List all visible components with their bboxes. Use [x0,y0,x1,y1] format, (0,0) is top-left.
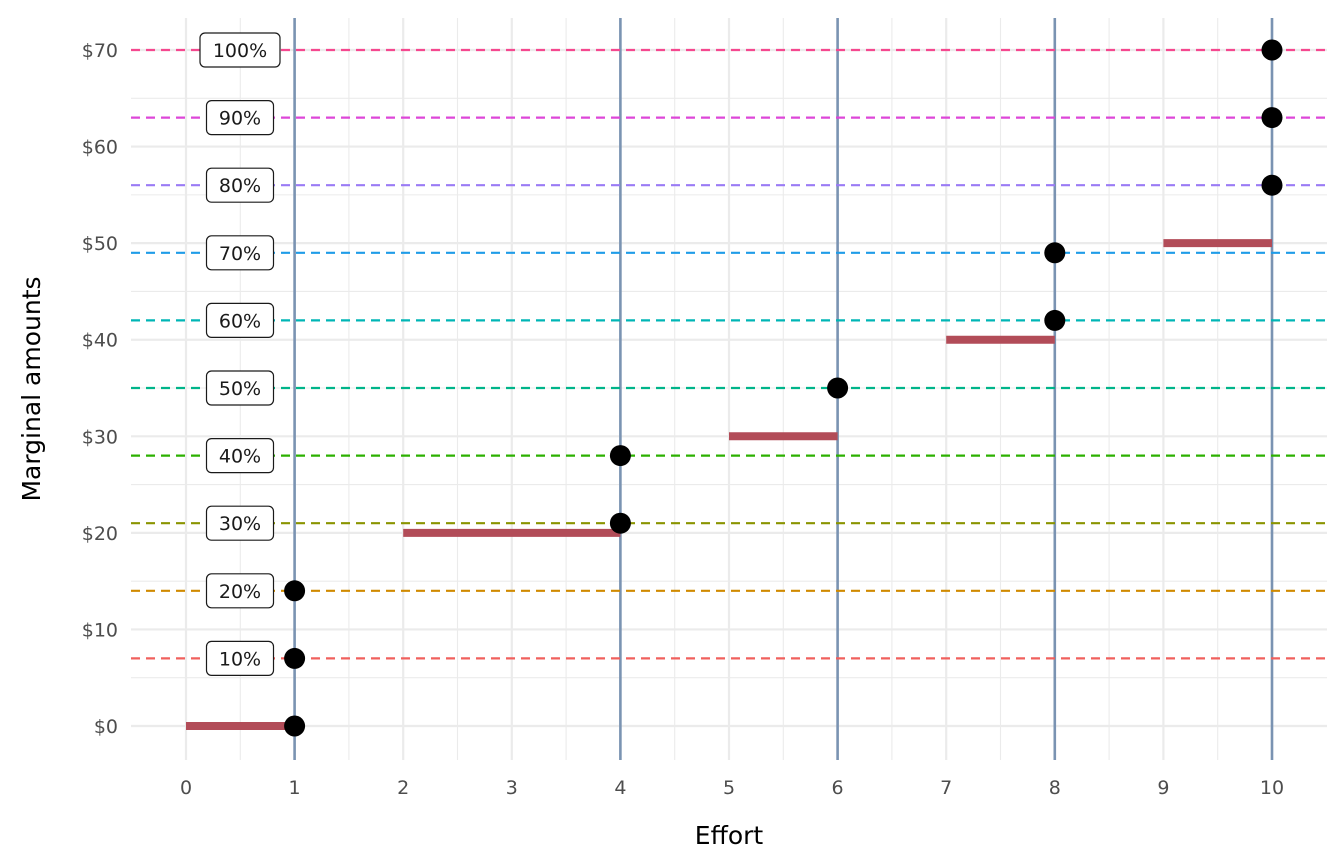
data-point [284,715,306,737]
data-point [609,512,631,534]
percent-label-box [205,167,275,203]
x-tick-label: 7 [940,777,952,799]
data-point [609,445,631,467]
x-tick-label: 5 [723,777,735,799]
threshold-lines [131,48,1327,660]
percent-label-box [205,370,275,406]
y-tick-label: $20 [82,523,118,545]
percent-label: 30% [219,513,261,535]
x-tick-label: 1 [289,777,301,799]
y-axis-title: Marginal amounts [17,276,46,501]
x-tick-label: 8 [1049,777,1061,799]
y-axis-ticks: $0 $10 $20 $30 $40 $50 $60 $70 [82,40,118,738]
x-axis-ticks: 0 1 2 3 4 5 6 7 8 9 10 [180,777,1284,799]
percent-label-box [205,573,275,609]
data-point [1261,39,1283,61]
points [284,39,1283,737]
y-tick-label: $40 [82,330,118,352]
x-tick-label: 3 [506,777,518,799]
grid [131,18,1327,760]
percent-label: 50% [219,378,261,400]
y-tick-label: $30 [82,426,118,448]
percent-labels: 10% 20% 30% 40% 50% 60% 70% 80% 90% 100% [199,32,281,677]
y-tick-label: $10 [82,619,118,641]
x-tick-label: 9 [1157,777,1169,799]
percent-label-box [205,438,275,474]
percent-label: 40% [219,446,261,468]
y-tick-label: $70 [82,40,118,62]
percent-label: 60% [219,310,261,332]
data-point [1044,309,1066,331]
percent-label: 100% [213,40,267,62]
percent-label-box [199,32,281,68]
percent-label-box [205,302,275,339]
data-point [1044,242,1066,264]
x-tick-label: 4 [614,777,626,799]
percent-label: 90% [219,108,261,130]
percent-label-box [205,235,275,271]
percent-label: 70% [219,243,261,265]
data-point [284,647,306,669]
x-tick-label: 10 [1260,777,1284,799]
percent-label-box [205,640,275,677]
data-point [827,377,849,399]
x-tick-label: 0 [180,777,192,799]
percent-label-box [205,505,275,541]
segments [186,239,1272,730]
data-point [1261,174,1283,196]
data-point [1261,107,1283,129]
percent-label-box [205,100,275,136]
x-tick-label: 2 [397,777,409,799]
percent-label: 80% [219,175,261,197]
percent-label: 20% [219,581,261,603]
y-tick-label: $60 [82,137,118,159]
y-tick-label: $50 [82,233,118,255]
y-tick-label: $0 [94,716,118,738]
percent-label: 10% [219,648,261,670]
data-point [284,580,306,602]
x-axis-title: Effort [695,821,764,850]
x-tick-label: 6 [832,777,844,799]
